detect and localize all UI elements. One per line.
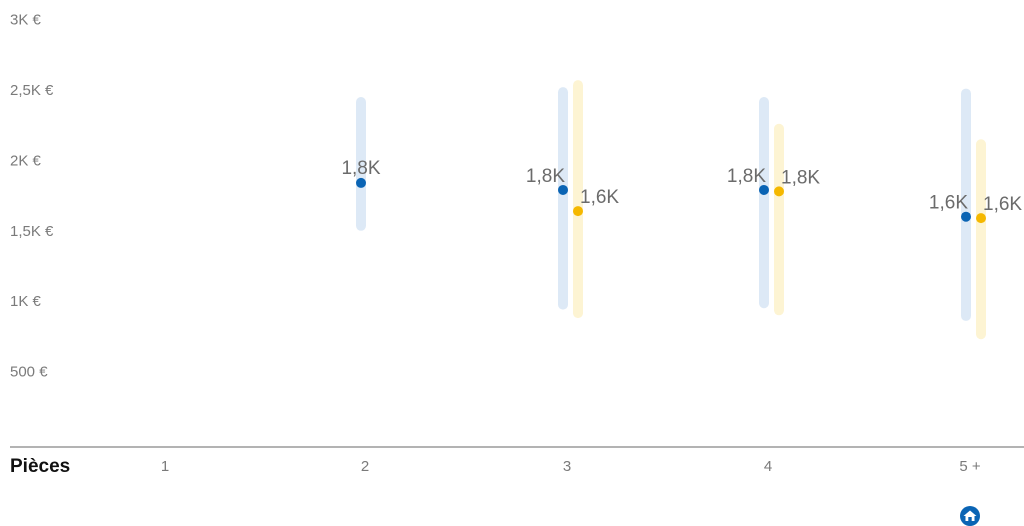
data-points xyxy=(356,177,986,224)
data-point[interactable] xyxy=(759,184,769,195)
x-tick-label: 3 xyxy=(563,458,571,475)
range-bar xyxy=(759,97,769,309)
x-axis-ticks: 1 2 3 4 5 + xyxy=(161,458,981,475)
y-tick-label: 2K € xyxy=(10,152,42,169)
data-point[interactable] xyxy=(774,186,784,197)
x-tick-label: 5 + xyxy=(959,458,981,475)
range-bar xyxy=(573,80,583,319)
x-tick-label: 1 xyxy=(161,458,169,475)
data-label: 1,8K xyxy=(341,158,380,179)
data-label: 1,6K xyxy=(983,194,1022,215)
y-tick-label: 1K € xyxy=(10,293,42,310)
data-point[interactable] xyxy=(976,213,986,224)
x-tick-label: 4 xyxy=(764,458,772,475)
home-icon-house xyxy=(963,510,977,521)
data-point[interactable] xyxy=(573,206,583,217)
range-bar xyxy=(774,123,784,316)
data-point[interactable] xyxy=(356,177,366,188)
y-tick-label: 3K € xyxy=(10,12,42,29)
range-bar xyxy=(558,87,568,310)
x-tick-label: 2 xyxy=(361,458,369,475)
range-bars xyxy=(356,80,986,340)
y-tick-label: 2,5K € xyxy=(10,82,54,99)
y-tick-label: 500 € xyxy=(10,364,48,381)
range-bar xyxy=(976,139,986,340)
data-labels: 1,8K 1,8K 1,8K 1,6K 1,6K 1,8K 1,6K xyxy=(341,158,1022,215)
data-label: 1,6K xyxy=(929,193,968,214)
y-axis-ticks: 500 € 1K € 1,5K € 2K € 2,5K € 3K € xyxy=(10,12,54,381)
data-point[interactable] xyxy=(558,184,568,195)
data-label: 1,6K xyxy=(580,187,619,208)
range-bar xyxy=(961,88,971,321)
x-axis-title: Pièces xyxy=(10,456,70,477)
data-label: 1,8K xyxy=(781,167,820,188)
range-bar xyxy=(356,97,366,231)
home-icon-door xyxy=(968,517,972,521)
data-point[interactable] xyxy=(961,211,971,222)
home-icon[interactable] xyxy=(960,506,980,526)
data-label: 1,8K xyxy=(727,166,766,187)
y-tick-label: 1,5K € xyxy=(10,223,54,240)
data-label: 1,8K xyxy=(526,166,565,187)
